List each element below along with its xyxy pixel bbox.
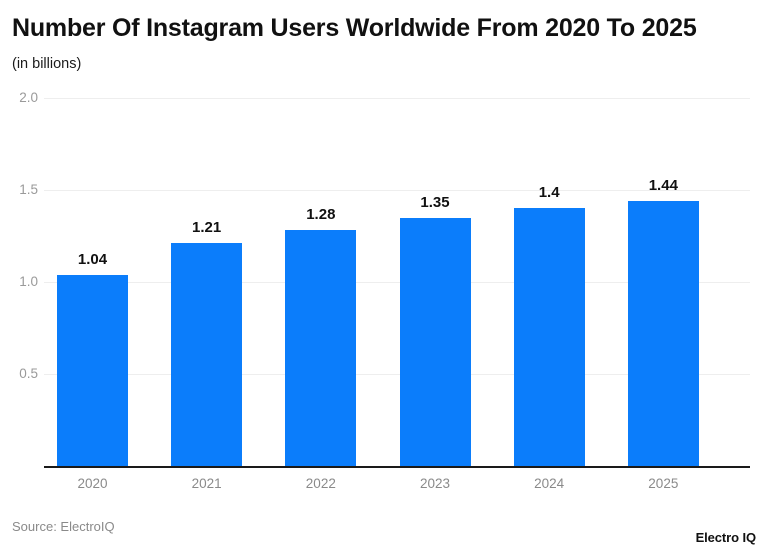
bar[interactable] [513,208,585,466]
gridline [44,189,750,191]
bar-value-label: 1.28 [306,206,336,224]
chart-subtitle: (in billions) [12,56,82,72]
bar-value-label: 1.35 [420,193,450,211]
x-axis-line [44,466,750,468]
bar-value-label: 1.04 [77,250,108,268]
brand-logo: Electro IQ [695,530,757,545]
y-axis-tick-label: 2.0 [19,90,38,105]
source-note: Source: ElectroIQ [12,519,115,534]
y-axis-tick-label: 1.5 [19,182,38,197]
gridline [44,281,750,283]
gridline [44,97,750,99]
x-axis-tick-label: 2020 [77,476,108,491]
y-axis-tick-label: 1.0 [19,274,38,289]
bar[interactable] [171,243,243,466]
x-axis-tick-label: 2022 [305,476,336,491]
x-axis-tick-label: 2025 [648,476,679,491]
bar[interactable] [399,217,471,466]
bar-value-label: 1.21 [192,219,222,237]
chart-title: Number Of Instagram Users Worldwide From… [12,14,697,42]
bar-value-label: 1.4 [538,184,560,202]
x-axis-tick-label: 2024 [534,476,565,491]
bar[interactable] [285,230,357,466]
gridline [44,373,750,375]
bar[interactable] [627,201,699,466]
bar-value-label: 1.44 [648,177,678,195]
bar[interactable] [57,274,128,466]
x-axis-tick-label: 2021 [191,476,222,491]
y-axis-tick-label: 0.5 [19,366,38,381]
x-axis-tick-label: 2023 [419,476,451,491]
